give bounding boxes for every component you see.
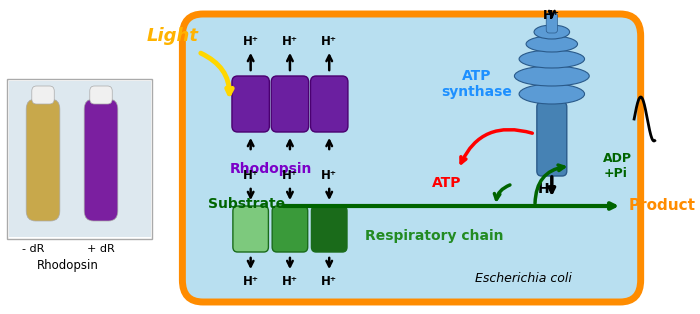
Ellipse shape <box>519 84 584 104</box>
FancyBboxPatch shape <box>546 13 557 33</box>
FancyBboxPatch shape <box>271 76 309 132</box>
Text: Product: Product <box>629 198 696 214</box>
Text: H⁺: H⁺ <box>321 35 337 48</box>
FancyBboxPatch shape <box>311 76 348 132</box>
Text: H⁺: H⁺ <box>321 275 337 288</box>
FancyBboxPatch shape <box>90 86 112 104</box>
FancyBboxPatch shape <box>233 206 268 252</box>
FancyBboxPatch shape <box>26 99 60 221</box>
Text: H⁺: H⁺ <box>243 275 259 288</box>
FancyBboxPatch shape <box>312 206 347 252</box>
Text: Rhodopsin: Rhodopsin <box>37 259 99 272</box>
Text: - dR: - dR <box>22 244 45 254</box>
Text: Escherichia coli: Escherichia coli <box>475 273 572 285</box>
Text: H⁺: H⁺ <box>243 35 259 48</box>
FancyBboxPatch shape <box>84 99 118 221</box>
Text: ADP
+Pi: ADP +Pi <box>603 152 632 180</box>
Text: H⁺: H⁺ <box>321 169 337 182</box>
Ellipse shape <box>514 66 589 86</box>
Text: Respiratory chain: Respiratory chain <box>365 229 503 243</box>
Ellipse shape <box>519 50 584 68</box>
Ellipse shape <box>526 36 578 52</box>
FancyBboxPatch shape <box>272 206 308 252</box>
Text: H⁺: H⁺ <box>282 169 298 182</box>
Text: H⁺: H⁺ <box>538 182 556 196</box>
Text: Substrate: Substrate <box>208 197 285 211</box>
FancyBboxPatch shape <box>32 86 54 104</box>
Text: H⁺: H⁺ <box>243 169 259 182</box>
Text: Light: Light <box>147 27 199 45</box>
Text: H⁺: H⁺ <box>543 9 560 22</box>
FancyBboxPatch shape <box>232 76 270 132</box>
FancyBboxPatch shape <box>537 102 567 176</box>
FancyBboxPatch shape <box>8 79 153 239</box>
Text: + dR: + dR <box>87 244 115 254</box>
Text: H⁺: H⁺ <box>282 275 298 288</box>
FancyBboxPatch shape <box>9 81 150 237</box>
FancyBboxPatch shape <box>183 14 640 302</box>
Text: H⁺: H⁺ <box>282 35 298 48</box>
Text: ATP: ATP <box>433 176 462 190</box>
Ellipse shape <box>534 25 570 39</box>
Text: ATP
synthase: ATP synthase <box>442 69 512 99</box>
Text: Rhodopsin: Rhodopsin <box>230 162 312 176</box>
